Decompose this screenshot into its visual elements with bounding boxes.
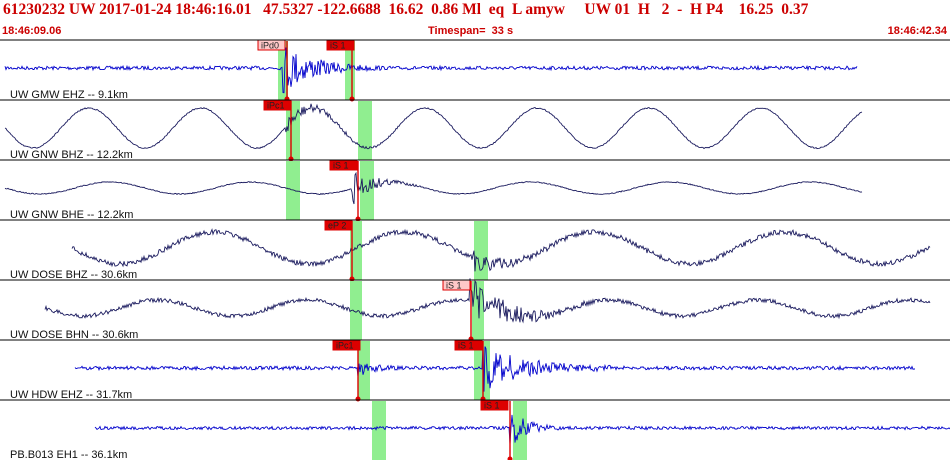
station-label: UW GMW EHZ -- 9.1km (10, 89, 128, 101)
event-header: 61230232 UW 2017-01-24 18:46:16.01 47.53… (0, 0, 950, 25)
trace-panel[interactable]: iS 1 PB.B013 EH1 -- 36.1km (0, 399, 950, 460)
trace-panel[interactable]: iPc1 iS 1 UW HDW EHZ -- 31.7km (0, 339, 950, 402)
waveform (71, 228, 931, 272)
waveform (44, 278, 931, 324)
pick-window (278, 41, 288, 100)
waveform (74, 345, 916, 392)
start-time-label: 18:46:09.06 (2, 25, 62, 37)
pick-window (286, 161, 300, 220)
pick-dot (355, 396, 361, 402)
pick-window (472, 281, 484, 340)
pick-label: iS 1 (330, 41, 346, 51)
trace-panel[interactable]: iPd0 iS 1 UW GMW EHZ -- 9.1km (0, 39, 950, 102)
station-label: UW DOSE BHZ -- 30.6km (10, 269, 137, 281)
pick-dot (507, 456, 513, 460)
pick-window (345, 41, 355, 100)
pick-label: iS 1 (458, 341, 474, 351)
pick-window (513, 401, 527, 460)
trace-panel[interactable]: iS 1 UW DOSE BHN -- 30.6km (0, 278, 950, 342)
pick-label: iS 1 (484, 401, 500, 411)
pick-window (372, 401, 386, 460)
station-label: UW GNW BHZ -- 12.2km (10, 149, 133, 161)
trace-panel[interactable]: iS 1 UW GNW BHE -- 12.2km (0, 159, 950, 222)
station-label: UW HDW EHZ -- 31.7km (10, 389, 132, 401)
pick-dot (288, 156, 294, 162)
pick-dot (349, 96, 355, 102)
pick-label: iS 1 (446, 281, 462, 291)
station-label: UW DOSE BHN -- 30.6km (10, 329, 138, 341)
waveform (4, 103, 863, 150)
pick-label: iS 1 (333, 161, 349, 171)
station-label: PB.B013 EH1 -- 36.1km (10, 449, 127, 460)
trace-panel[interactable]: eP 2 UW DOSE BHZ -- 30.6km (0, 219, 950, 282)
pick-dot (355, 216, 361, 222)
pick-label: iPd0 (261, 41, 279, 51)
pick-window (474, 221, 488, 280)
pick-window (350, 281, 362, 340)
pick-window (358, 101, 372, 160)
event-summary-title: 61230232 UW 2017-01-24 18:46:16.01 47.53… (3, 1, 809, 18)
pick-label: iPc1 (267, 101, 285, 111)
end-time-label: 18:46:42.34 (887, 25, 947, 37)
pick-label: iPc1 (336, 341, 354, 351)
time-bar: 18:46:09.06 Timespan= 33 s 18:46:42.34 (0, 25, 950, 39)
timespan-label: Timespan= 33 s (428, 25, 514, 37)
station-label: UW GNW BHE -- 12.2km (10, 209, 133, 221)
trace-panel[interactable]: iPc1 UW GNW BHZ -- 12.2km (0, 99, 950, 162)
waveform (94, 414, 950, 445)
waveform (4, 171, 863, 205)
waveform (4, 47, 858, 94)
pick-window (350, 221, 362, 280)
pick-label: eP 2 (328, 221, 346, 231)
pick-dot (349, 276, 355, 282)
